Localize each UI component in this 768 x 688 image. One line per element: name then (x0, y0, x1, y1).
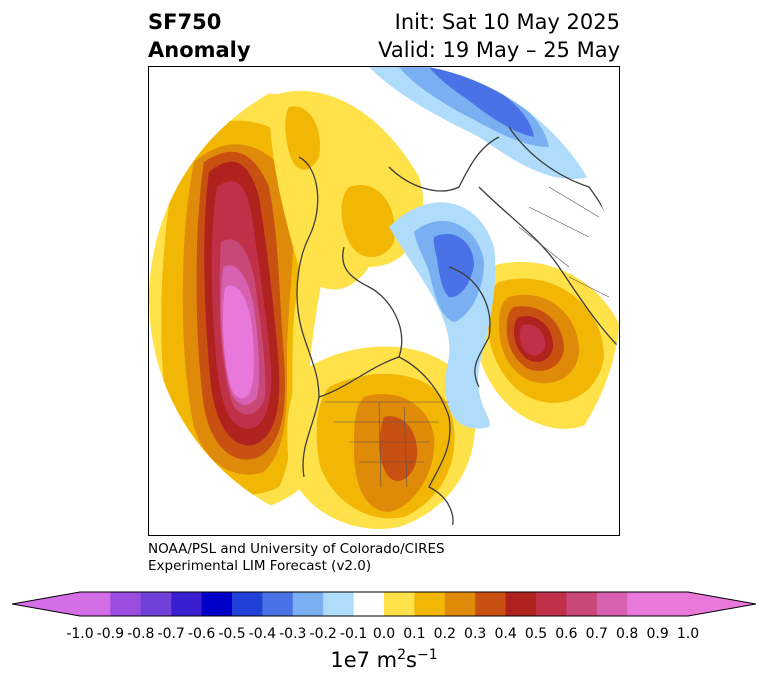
positive-anomaly-pacific (149, 90, 337, 514)
colorbar-tick-label: -0.7 (157, 626, 185, 642)
credits-line-1: NOAA/PSL and University of Colorado/CIRE… (148, 541, 445, 557)
units-exp2: −1 (417, 647, 438, 663)
colorbar-segment (566, 592, 598, 616)
colorbar-tick-label: 0.6 (555, 626, 578, 642)
colorbar-segment (292, 592, 324, 616)
colorbar-tick-label: -0.4 (248, 626, 277, 642)
colorbar-tick-label: -0.8 (127, 626, 155, 642)
colorbar-segment (505, 592, 537, 616)
negative-anomaly-north-atlantic (389, 202, 496, 429)
credits: NOAA/PSL and University of Colorado/CIRE… (148, 541, 445, 575)
colorbar-tick-label: 0.5 (524, 626, 548, 642)
positive-anomaly-europe (472, 261, 619, 429)
colorbar-segment (536, 592, 567, 616)
borders (324, 186, 610, 488)
colorbar-tick-label: 0.0 (372, 626, 396, 642)
negative-anomaly-siberia (369, 67, 589, 179)
colorbar-segment (657, 592, 689, 616)
colorbar-segment (444, 592, 476, 616)
colorbar-segment (384, 592, 415, 616)
colorbar-tick-label: -1.0 (66, 626, 94, 642)
positive-anomaly-east-us (287, 346, 476, 529)
units-base: 1e7 m (330, 648, 398, 672)
valid-range: Valid: 19 May – 25 May (378, 38, 620, 62)
map-panel (148, 66, 620, 536)
colorbar-tick-label: 0.7 (585, 626, 608, 642)
colorbar-tick-label: 0.9 (646, 626, 669, 642)
colorbar-tick-label: -0.9 (96, 626, 125, 642)
colorbar-tick-label: -0.2 (309, 626, 337, 642)
map-title: SF750 Anomaly (148, 8, 251, 64)
title-kind: Anomaly (148, 38, 251, 62)
colorbar-segment (353, 592, 385, 616)
colorbar-segment (201, 592, 233, 616)
colorbar-segment (323, 592, 355, 616)
colorbar-tick-label: -0.5 (218, 626, 246, 642)
colorbar-segment (627, 592, 659, 616)
units-exp1: 2 (397, 647, 407, 663)
colorbar-outline (12, 591, 756, 617)
polar-map (149, 67, 619, 535)
colorbar-tick-label: 0.3 (464, 626, 487, 642)
colorbar-segment (110, 592, 142, 616)
init-date: Init: Sat 10 May 2025 (394, 10, 620, 34)
title-variable: SF750 (148, 10, 222, 34)
colorbar-segment (232, 592, 263, 616)
colorbar-tick-label: 0.1 (403, 626, 426, 642)
forecast-dates: Init: Sat 10 May 2025 Valid: 19 May – 25… (378, 8, 620, 64)
colorbar-tick-label: -0.3 (279, 626, 307, 642)
colorbar-segment (262, 592, 294, 616)
colorbar-tick-label: 0.4 (494, 626, 517, 642)
colorbar-over-arrow (688, 592, 756, 616)
colorbar-segment (475, 592, 507, 616)
colorbar-under-arrow (12, 592, 80, 616)
colorbar-tick-label: 1.0 (676, 626, 700, 642)
colorbar-segment (80, 592, 111, 616)
credits-line-2: Experimental LIM Forecast (v2.0) (148, 558, 372, 574)
colorbar (12, 591, 756, 617)
colorbar-segment (596, 592, 628, 616)
colorbar-segment (140, 592, 172, 616)
colorbar-tick-label: 0.2 (433, 626, 456, 642)
colorbar-units: 1e7 m2s−1 (330, 647, 437, 672)
colorbar-tick-label: -0.1 (339, 626, 368, 642)
colorbar-segment (171, 592, 203, 616)
colorbar-tick-label: -0.6 (187, 626, 216, 642)
colorbar-segment (414, 592, 446, 616)
units-mid: s (406, 648, 418, 672)
colorbar-tick-label: 0.8 (616, 626, 639, 642)
